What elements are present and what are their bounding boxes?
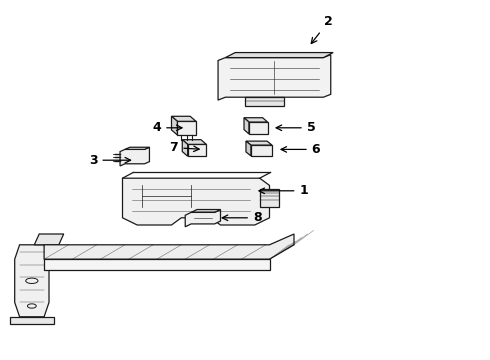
- Polygon shape: [44, 259, 270, 270]
- Text: 1: 1: [259, 184, 308, 197]
- Text: 6: 6: [281, 143, 320, 156]
- Polygon shape: [172, 116, 177, 135]
- Polygon shape: [245, 97, 284, 106]
- Polygon shape: [246, 141, 251, 156]
- Text: 4: 4: [152, 121, 182, 134]
- Polygon shape: [15, 245, 49, 317]
- Polygon shape: [172, 116, 196, 121]
- Polygon shape: [177, 121, 196, 135]
- Text: 3: 3: [89, 154, 130, 167]
- Polygon shape: [122, 178, 270, 225]
- Polygon shape: [191, 210, 220, 212]
- Polygon shape: [260, 189, 279, 207]
- Polygon shape: [44, 234, 294, 259]
- Text: 5: 5: [276, 121, 316, 134]
- Polygon shape: [125, 147, 149, 149]
- Polygon shape: [244, 118, 268, 122]
- Polygon shape: [182, 140, 206, 144]
- Polygon shape: [34, 234, 64, 245]
- Polygon shape: [246, 141, 272, 145]
- Polygon shape: [120, 147, 149, 166]
- Text: 7: 7: [170, 141, 199, 154]
- Polygon shape: [10, 317, 54, 324]
- Polygon shape: [251, 145, 272, 156]
- Polygon shape: [182, 140, 188, 156]
- Polygon shape: [225, 53, 333, 58]
- Polygon shape: [185, 210, 220, 227]
- Text: 2: 2: [311, 15, 333, 44]
- Polygon shape: [244, 118, 249, 134]
- Polygon shape: [218, 55, 331, 100]
- Text: 8: 8: [222, 211, 262, 224]
- Polygon shape: [249, 122, 268, 134]
- Polygon shape: [188, 144, 206, 156]
